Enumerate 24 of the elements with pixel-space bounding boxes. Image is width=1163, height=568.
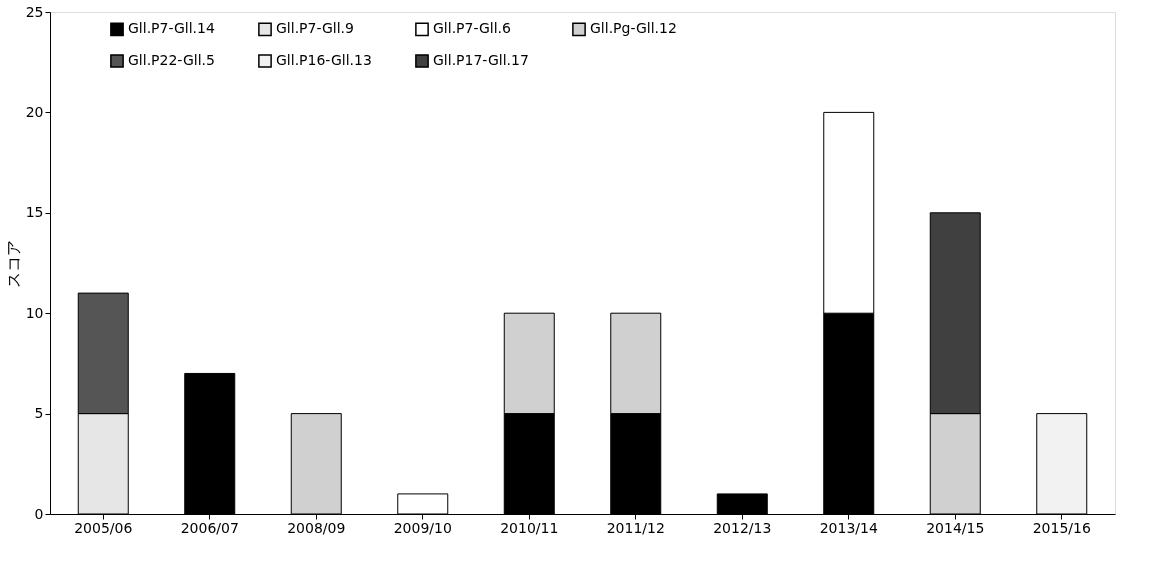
x-tick-label: 2011/12 — [606, 519, 665, 536]
legend-label: Gll.P22-Gll.5 — [128, 52, 215, 68]
y-tick-label: 5 — [34, 405, 44, 422]
legend-label: Gll.P7-Gll.6 — [433, 20, 512, 37]
y-tick-label: 25 — [25, 3, 44, 20]
x-tick-label: 2006/07 — [180, 519, 239, 536]
x-tick-label: 2012/13 — [713, 519, 772, 536]
y-axis-title: スコア — [3, 239, 23, 288]
legend-label: Gll.P16-Gll.13 — [276, 52, 372, 68]
legend-label: Gll.Pg-Gll.12 — [590, 20, 677, 37]
legend-label: Gll.P7-Gll.14 — [128, 20, 215, 37]
x-tick-label: 2009/10 — [393, 519, 452, 536]
y-tick-label: 0 — [34, 505, 44, 522]
y-tick-label: 10 — [25, 304, 44, 321]
y-tick-label: 20 — [25, 103, 44, 120]
x-tick-label: 2008/09 — [287, 519, 346, 536]
legend-label: Gll.P7-Gll.9 — [276, 20, 354, 37]
x-tick-label: 2014/15 — [926, 519, 985, 536]
x-tick-label: 2005/06 — [74, 519, 133, 536]
legend-label: Gll.P17-Gll.17 — [433, 52, 529, 68]
x-tick-label: 2010/11 — [500, 519, 559, 536]
y-tick-label: 15 — [25, 204, 44, 221]
x-tick-label: 2015/16 — [1032, 519, 1091, 536]
x-tick-label: 2013/14 — [819, 519, 878, 536]
